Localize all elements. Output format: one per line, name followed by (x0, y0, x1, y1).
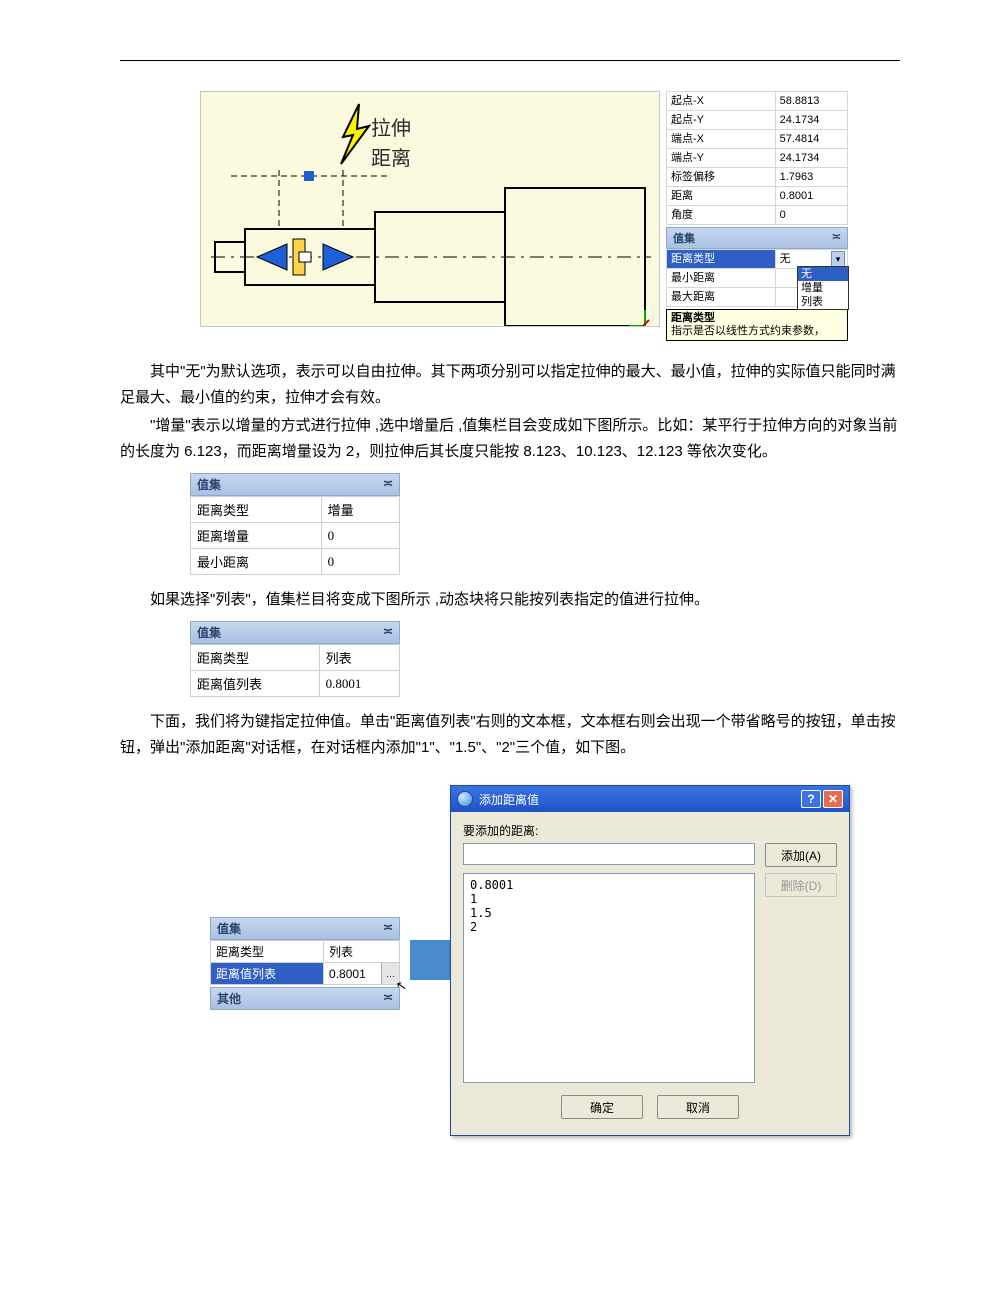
prop-row: 端点-Y24.1734 (667, 149, 848, 168)
group-title-label: 值集 (673, 233, 695, 245)
distance-listbox[interactable]: 0.8001 1 1.5 2 (463, 873, 755, 1083)
distance-type-value: 无 (780, 253, 791, 265)
paragraph: 其中"无"为默认选项，表示可以自由拉伸。其下两项分别可以指定拉伸的最大、最小值，… (120, 359, 900, 411)
canvas-label-stretch: 拉伸 (371, 112, 411, 141)
collapse-icon: ≍ (383, 476, 393, 490)
distance-type-dropdown[interactable]: 无 增量 列表 (797, 266, 849, 310)
table-row: 距离类型列表 (191, 645, 400, 671)
app-icon (457, 791, 473, 807)
collapse-icon: ≍ (383, 920, 393, 934)
prop-row: 端点-X57.4814 (667, 130, 848, 149)
collapse-icon: ≍ (383, 624, 393, 638)
canvas-label-distance: 距离 (371, 142, 411, 171)
group-title-label: 值集 (197, 478, 221, 492)
group-header[interactable]: 值集 ≍ (190, 473, 400, 496)
distance-type-row: 距离类型 无 ▾ 无 增量 列表 (667, 250, 848, 269)
property-table: 起点-X58.8813 起点-Y24.1734 端点-X57.4814 端点-Y… (666, 91, 848, 225)
close-button[interactable]: ✕ (823, 790, 843, 808)
divider (120, 60, 900, 61)
dropdown-item[interactable]: 增量 (798, 281, 848, 295)
group-header-values[interactable]: 值集 ≍ (666, 227, 848, 249)
table-row: 距离类型增量 (191, 497, 400, 523)
distance-list-value: 0.8001 (329, 967, 366, 981)
delete-button[interactable]: 删除(D) (765, 873, 837, 897)
distance-list-row: 距离值列表 0.8001 … ↖ (211, 963, 400, 985)
prop-row: 角度0 (667, 206, 848, 225)
group-title-label: 其他 (217, 992, 241, 1006)
dialog-titlebar[interactable]: 添加距离值 ? ✕ (451, 786, 849, 812)
add-distance-dialog: 添加距离值 ? ✕ 要添加的距离: 添加(A) 0.8001 1 1.5 2 删… (450, 785, 850, 1136)
group-header[interactable]: 值集 ≍ (190, 621, 400, 644)
value-set-panel-list: 值集 ≍ 距离类型列表 距离值列表0.8001 (190, 621, 400, 697)
prop-row: 起点-X58.8813 (667, 92, 848, 111)
prop-row: 标签偏移1.7963 (667, 168, 848, 187)
help-button[interactable]: ? (801, 790, 821, 808)
ok-button[interactable]: 确定 (561, 1095, 643, 1119)
collapse-icon: ≍ (832, 230, 841, 243)
value-set-panel-small: 值集 ≍ 距离类型列表 距离值列表 0.8001 … ↖ 其他 ≍ (210, 915, 400, 1010)
figure-2: 值集 ≍ 距离类型列表 距离值列表 0.8001 … ↖ 其他 ≍ (120, 785, 900, 1145)
tooltip: 距离类型 指示是否以线性方式约束参数， (666, 309, 848, 341)
tooltip-body: 指示是否以线性方式约束参数， (671, 325, 843, 338)
drawing-canvas: 拉伸 距离 (200, 91, 660, 327)
dropdown-item[interactable]: 列表 (798, 295, 848, 309)
paragraph: 下面，我们将为键指定拉伸值。单击"距离值列表"右则的文本框，文本框右则会出现一个… (120, 709, 900, 761)
properties-panel: 起点-X58.8813 起点-Y24.1734 端点-X57.4814 端点-Y… (666, 91, 848, 341)
group-header-other[interactable]: 其他 ≍ (210, 987, 400, 1010)
dropdown-item[interactable]: 无 (798, 267, 848, 281)
dialog-title: 添加距离值 (479, 791, 801, 808)
paragraph: 如果选择"列表"，值集栏目将变成下图所示 ,动态块将只能按列表指定的值进行拉伸。 (120, 587, 900, 613)
prop-row: 起点-Y24.1734 (667, 111, 848, 130)
table-row: 距离增量0 (191, 523, 400, 549)
collapse-icon: ≍ (383, 990, 393, 1004)
table-row: 最小距离0 (191, 549, 400, 575)
group-header[interactable]: 值集 ≍ (210, 917, 400, 940)
prop-row: 距离0.8001 (667, 187, 848, 206)
tooltip-title: 距离类型 (671, 312, 843, 325)
dropdown-icon[interactable]: ▾ (831, 251, 845, 267)
value-set-panel-increment: 值集 ≍ 距离类型增量 距离增量0 最小距离0 (190, 473, 400, 575)
distance-input[interactable] (463, 843, 755, 865)
paragraph: "增量"表示以增量的方式进行拉伸 ,选中增量后 ,值集栏目会变成如下图所示。比如… (120, 413, 900, 465)
group-title-label: 值集 (197, 626, 221, 640)
cancel-button[interactable]: 取消 (657, 1095, 739, 1119)
table-row: 距离类型列表 (211, 941, 400, 963)
group-title-label: 值集 (217, 922, 241, 936)
table-row: 距离值列表0.8001 (191, 671, 400, 697)
field-label: 要添加的距离: (463, 822, 837, 839)
figure-1: 拉伸 距离 起点-X58.8813 起点-Y24.1734 端点-X57.481… (200, 91, 900, 341)
add-button[interactable]: 添加(A) (765, 843, 837, 867)
document-page: 拉伸 距离 起点-X58.8813 起点-Y24.1734 端点-X57.481… (0, 0, 1000, 1205)
